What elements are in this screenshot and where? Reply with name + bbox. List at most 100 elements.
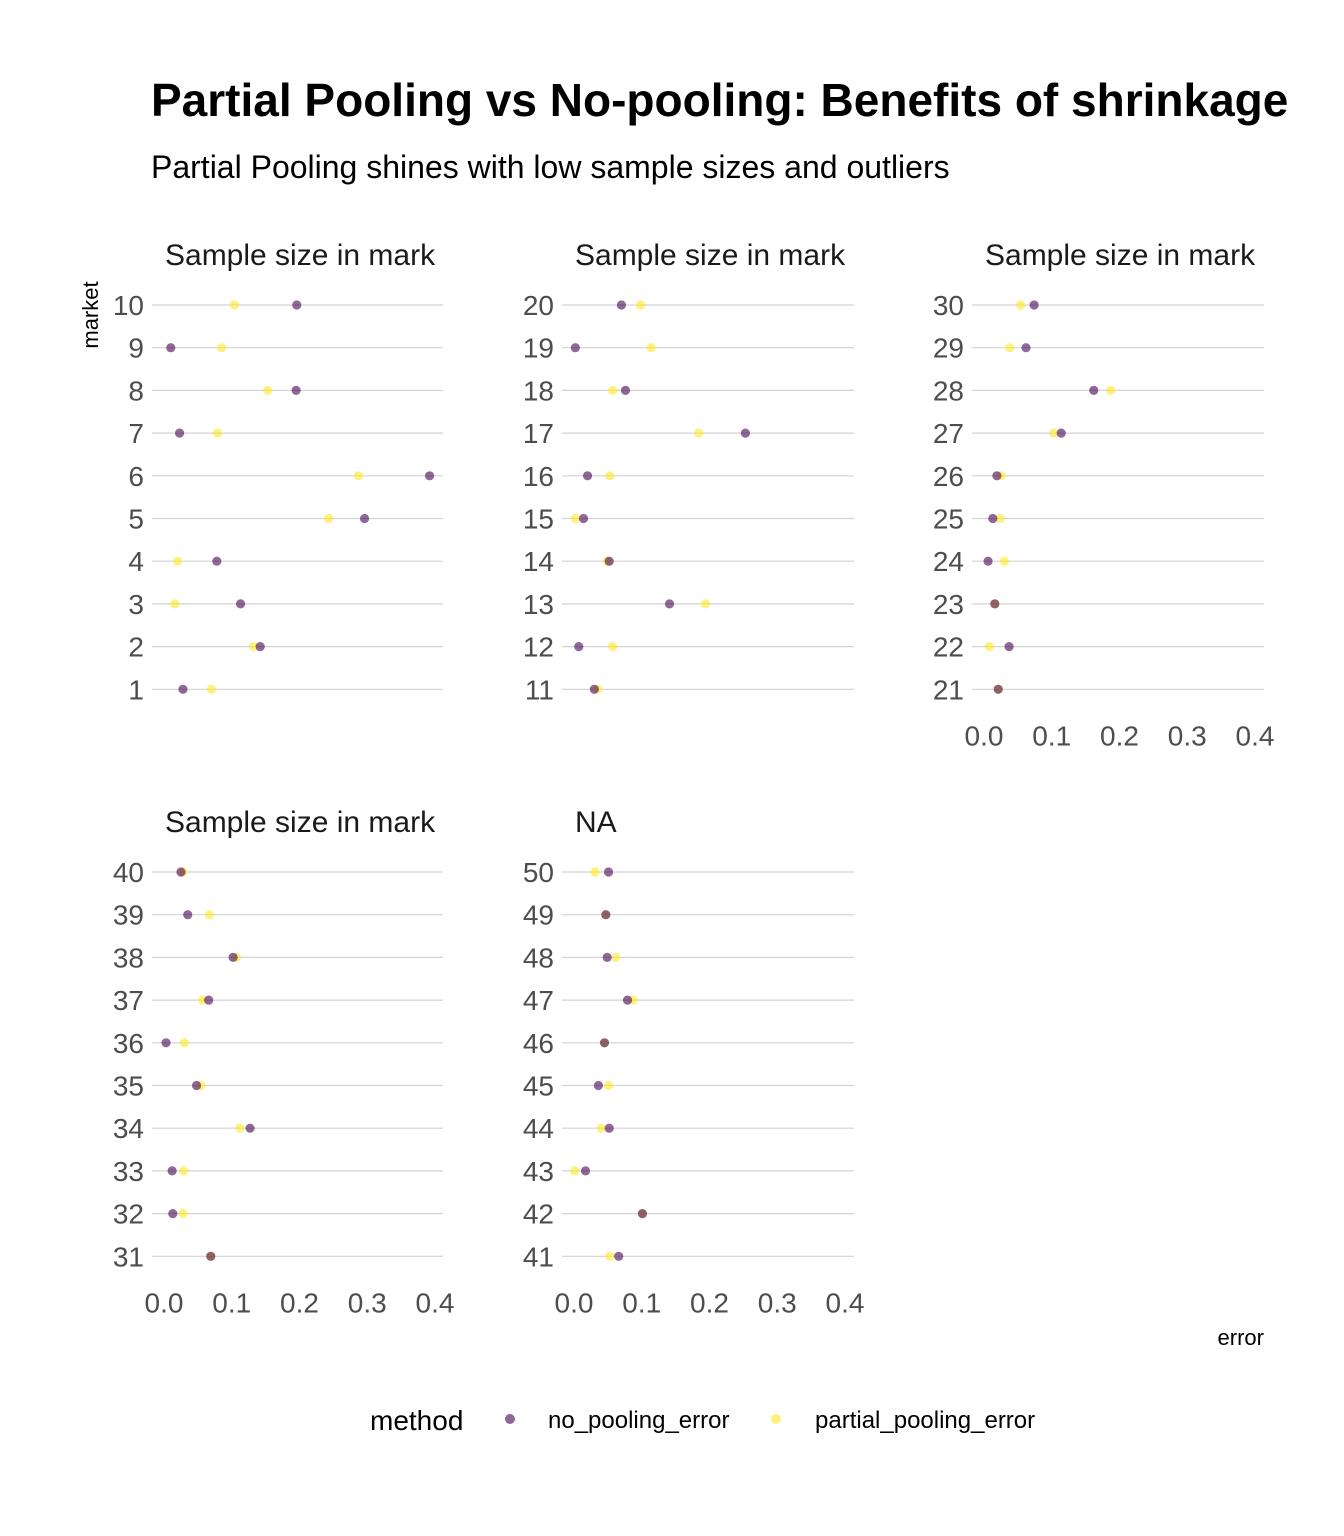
- x-tick-label: 0.0: [965, 720, 1004, 751]
- point-no-pooling: [988, 513, 998, 524]
- point-no-pooling: [990, 599, 1000, 609]
- y-tick-label: 21: [933, 674, 964, 705]
- point-no-pooling: [292, 300, 302, 310]
- x-tick-label: 0.1: [1032, 720, 1071, 751]
- facet-panel: Sample size in mark 1 2 3 4 5 6 7 8 9 10: [113, 239, 443, 705]
- y-tick-label: 23: [933, 589, 964, 620]
- point-no-pooling: [1029, 300, 1039, 310]
- y-tick-label: 48: [523, 942, 554, 973]
- point-no-pooling: [570, 343, 580, 353]
- y-tick-label: 46: [523, 1028, 554, 1059]
- legend-key-no-pooling: [505, 1414, 515, 1424]
- point-no-pooling: [599, 1038, 610, 1048]
- point-partial-pooling: [605, 1251, 615, 1261]
- y-tick-label: 6: [128, 461, 144, 492]
- y-axis-label: market: [78, 281, 103, 348]
- legend-label-no-pooling: no_pooling_error: [548, 1407, 729, 1434]
- x-tick-label: 0.3: [1168, 720, 1207, 751]
- point-partial-pooling: [172, 556, 183, 566]
- facet-panel: NA 41 42 43 44 45 46 47 48 49 50 0.0 0.1 0.2 0.3 0.4: [523, 806, 865, 1318]
- chart-title: Partial Pooling vs No-pooling: Benefits …: [151, 74, 1288, 126]
- y-tick-label: 44: [523, 1113, 554, 1144]
- y-tick-label: 47: [523, 985, 554, 1016]
- y-tick-label: 42: [523, 1199, 554, 1230]
- y-tick-label: 38: [113, 942, 144, 973]
- y-tick-label: 4: [128, 546, 144, 577]
- y-tick-label: 19: [523, 333, 554, 364]
- y-tick-label: 11: [525, 674, 554, 705]
- point-no-pooling: [183, 910, 193, 920]
- y-tick-label: 26: [933, 461, 964, 492]
- x-tick-label: 0.4: [1236, 720, 1275, 751]
- point-no-pooling: [580, 1166, 591, 1176]
- point-no-pooling: [212, 556, 222, 566]
- facet-panel: Sample size in mark 11 12 13 14 15 16 17 18 19 20: [523, 239, 854, 705]
- point-no-pooling: [161, 1038, 171, 1048]
- point-no-pooling: [589, 684, 599, 694]
- y-tick-label: 18: [523, 375, 554, 406]
- point-no-pooling: [578, 513, 589, 524]
- point-partial-pooling: [324, 513, 334, 524]
- x-tick-label: 0.3: [758, 1287, 797, 1318]
- point-partial-pooling: [170, 599, 180, 609]
- point-no-pooling: [604, 556, 614, 566]
- y-tick-label: 1: [128, 674, 144, 705]
- facet-strip-label: Sample size in mark: [165, 239, 436, 272]
- point-partial-pooling: [603, 1080, 614, 1091]
- point-partial-pooling: [248, 642, 259, 652]
- point-no-pooling: [166, 343, 176, 353]
- point-partial-pooling: [179, 1038, 189, 1048]
- point-no-pooling: [601, 910, 611, 920]
- y-tick-label: 15: [523, 504, 554, 535]
- point-partial-pooling: [984, 642, 995, 652]
- chart-subtitle: Partial Pooling shines with low sample s…: [151, 149, 950, 185]
- point-partial-pooling: [263, 385, 273, 395]
- point-partial-pooling: [694, 428, 704, 438]
- point-partial-pooling: [590, 867, 600, 877]
- point-no-pooling: [992, 471, 1002, 481]
- point-no-pooling: [983, 556, 993, 566]
- y-tick-label: 17: [523, 418, 554, 449]
- x-tick-label: 0.2: [280, 1287, 319, 1318]
- y-tick-label: 32: [113, 1199, 144, 1230]
- y-tick-label: 36: [113, 1028, 144, 1059]
- y-tick-label: 5: [128, 504, 144, 535]
- point-no-pooling: [602, 952, 612, 963]
- facet-panel: Sample size in mark 31 32 33 34 35 36 37 38 39 40 0…: [113, 806, 455, 1318]
- facet-strip-label: Sample size in mark: [985, 239, 1256, 272]
- y-tick-label: 29: [933, 333, 964, 364]
- point-no-pooling: [235, 599, 246, 609]
- y-tick-label: 25: [933, 504, 964, 535]
- point-no-pooling: [1021, 343, 1031, 353]
- point-partial-pooling: [178, 1209, 188, 1219]
- y-tick-label: 34: [113, 1113, 144, 1144]
- y-tick-label: 24: [933, 546, 964, 577]
- point-partial-pooling: [1005, 343, 1015, 353]
- point-partial-pooling: [605, 471, 615, 481]
- facet-strip-label: Sample size in mark: [165, 806, 436, 839]
- point-no-pooling: [359, 513, 370, 524]
- x-tick-label: 0.1: [212, 1287, 251, 1318]
- point-no-pooling: [1056, 428, 1066, 438]
- y-tick-label: 16: [523, 461, 554, 492]
- y-tick-label: 20: [523, 290, 554, 321]
- point-partial-pooling: [596, 1123, 606, 1133]
- facet-strip-label: NA: [575, 806, 617, 839]
- point-no-pooling: [204, 995, 214, 1005]
- y-tick-label: 7: [128, 418, 144, 449]
- point-partial-pooling: [646, 343, 656, 353]
- point-no-pooling: [176, 867, 186, 877]
- point-partial-pooling: [608, 642, 618, 652]
- legend: method no_pooling_error partial_pooling_…: [370, 1405, 1035, 1436]
- x-tick-label: 0.0: [145, 1287, 184, 1318]
- point-partial-pooling: [570, 513, 580, 524]
- point-no-pooling: [228, 952, 238, 963]
- y-tick-label: 27: [933, 418, 964, 449]
- point-no-pooling: [740, 428, 751, 438]
- x-axis-label: error: [1218, 1325, 1264, 1350]
- y-tick-label: 13: [523, 589, 554, 620]
- y-tick-label: 37: [113, 985, 144, 1016]
- point-no-pooling: [245, 1123, 255, 1133]
